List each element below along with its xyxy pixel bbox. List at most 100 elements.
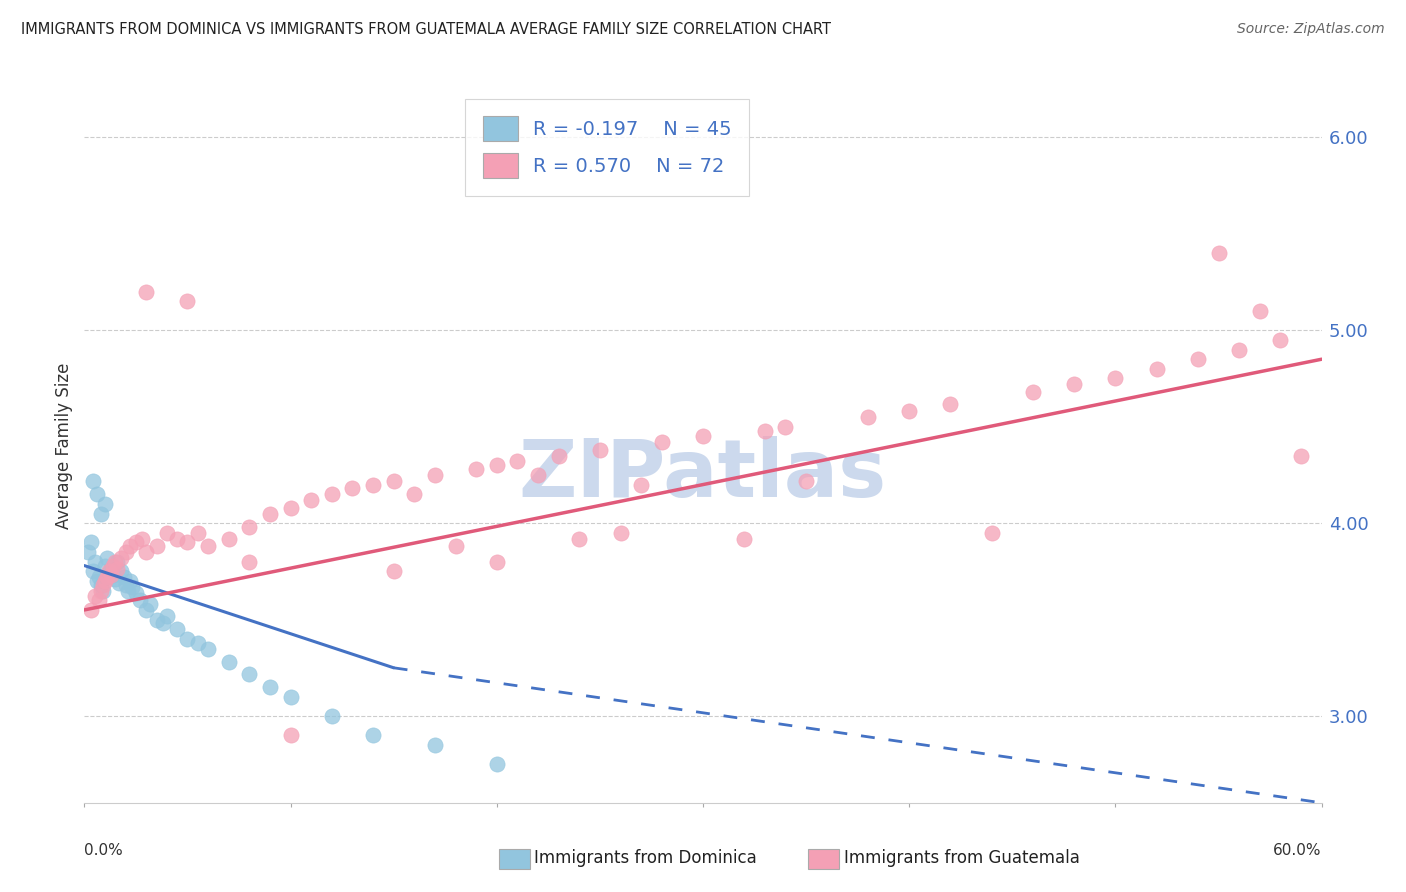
Point bbox=[121, 580, 143, 594]
Point bbox=[1146, 362, 1168, 376]
Point bbox=[485, 555, 508, 569]
Point bbox=[91, 578, 114, 592]
Point bbox=[775, 419, 797, 434]
Point bbox=[90, 578, 112, 592]
Point bbox=[1227, 343, 1250, 357]
Point bbox=[423, 467, 446, 482]
Point bbox=[86, 574, 108, 588]
Point bbox=[506, 454, 529, 468]
Point bbox=[87, 570, 110, 584]
Point bbox=[280, 728, 302, 742]
Point bbox=[176, 535, 198, 549]
Point bbox=[100, 562, 122, 576]
Point bbox=[1104, 371, 1126, 385]
Point bbox=[485, 757, 508, 772]
Text: 0.0%: 0.0% bbox=[84, 843, 124, 858]
Point bbox=[794, 474, 817, 488]
Point bbox=[100, 568, 122, 582]
Point bbox=[280, 500, 302, 515]
Point bbox=[630, 477, 652, 491]
Point bbox=[108, 576, 131, 591]
Point bbox=[145, 613, 167, 627]
Text: Immigrants from Dominica: Immigrants from Dominica bbox=[534, 849, 756, 867]
Point bbox=[980, 525, 1002, 540]
Point bbox=[361, 477, 384, 491]
Point bbox=[131, 532, 153, 546]
Point bbox=[125, 535, 148, 549]
Text: Source: ZipAtlas.com: Source: ZipAtlas.com bbox=[1237, 22, 1385, 37]
Point bbox=[651, 435, 673, 450]
Point bbox=[1063, 377, 1085, 392]
Y-axis label: Average Family Size: Average Family Size bbox=[55, 363, 73, 529]
Point bbox=[156, 608, 179, 623]
Point bbox=[342, 482, 364, 496]
Point bbox=[568, 532, 591, 546]
Point bbox=[382, 565, 405, 579]
Point bbox=[218, 532, 240, 546]
Point bbox=[238, 666, 260, 681]
Point bbox=[86, 487, 108, 501]
Point bbox=[135, 285, 157, 299]
Point bbox=[939, 396, 962, 410]
Point bbox=[83, 590, 105, 604]
Point bbox=[96, 550, 118, 565]
Point bbox=[90, 507, 112, 521]
Text: Immigrants from Guatemala: Immigrants from Guatemala bbox=[844, 849, 1080, 867]
Point bbox=[404, 487, 426, 501]
Point bbox=[166, 622, 188, 636]
Point bbox=[77, 545, 100, 559]
Point bbox=[1270, 333, 1292, 347]
Point bbox=[152, 616, 174, 631]
Point bbox=[112, 570, 135, 584]
Text: 60.0%: 60.0% bbox=[1274, 843, 1322, 858]
Point bbox=[82, 565, 104, 579]
Point bbox=[856, 410, 879, 425]
Point bbox=[176, 632, 198, 646]
Point bbox=[547, 449, 569, 463]
Point bbox=[197, 641, 219, 656]
Point bbox=[94, 574, 117, 588]
Point bbox=[259, 680, 281, 694]
Point bbox=[197, 539, 219, 553]
Point bbox=[79, 535, 101, 549]
Point bbox=[114, 578, 136, 592]
Point bbox=[129, 593, 152, 607]
Point bbox=[218, 655, 240, 669]
Point bbox=[299, 493, 322, 508]
Point bbox=[733, 532, 755, 546]
Point bbox=[91, 583, 114, 598]
Point bbox=[82, 474, 104, 488]
Point bbox=[110, 565, 132, 579]
Point bbox=[104, 555, 127, 569]
Point bbox=[104, 572, 127, 586]
Point bbox=[114, 545, 136, 559]
Point bbox=[259, 507, 281, 521]
Point bbox=[423, 738, 446, 752]
Point bbox=[898, 404, 921, 418]
Text: IMMIGRANTS FROM DOMINICA VS IMMIGRANTS FROM GUATEMALA AVERAGE FAMILY SIZE CORREL: IMMIGRANTS FROM DOMINICA VS IMMIGRANTS F… bbox=[21, 22, 831, 37]
Point bbox=[105, 562, 128, 576]
Point bbox=[382, 474, 405, 488]
Point bbox=[187, 525, 209, 540]
Point bbox=[83, 555, 105, 569]
Point bbox=[280, 690, 302, 704]
Point bbox=[1022, 384, 1045, 399]
Point bbox=[238, 555, 260, 569]
Point bbox=[1208, 246, 1230, 260]
Point bbox=[103, 568, 125, 582]
Point bbox=[321, 709, 343, 723]
Point bbox=[117, 583, 139, 598]
Point bbox=[527, 467, 550, 482]
Point bbox=[238, 520, 260, 534]
Point bbox=[98, 565, 121, 579]
Point bbox=[485, 458, 508, 473]
Point bbox=[103, 558, 125, 573]
Point bbox=[145, 539, 167, 553]
Point bbox=[166, 532, 188, 546]
Point bbox=[754, 424, 776, 438]
Point bbox=[589, 442, 612, 457]
Point bbox=[125, 585, 148, 599]
Point bbox=[361, 728, 384, 742]
Point bbox=[156, 525, 179, 540]
Point bbox=[90, 583, 112, 598]
